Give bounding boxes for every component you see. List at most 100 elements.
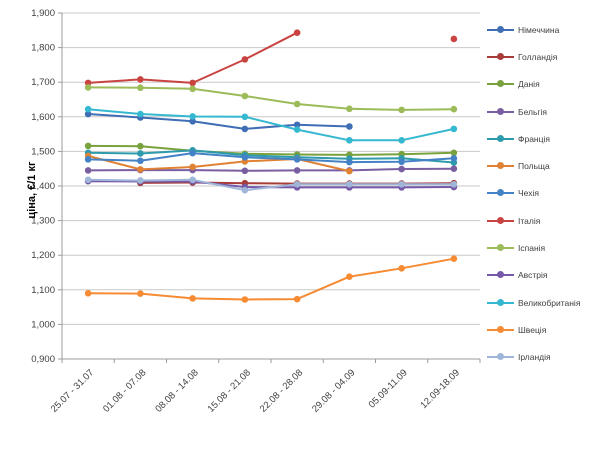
series-marker-belgium xyxy=(450,165,458,172)
series-marker-spain xyxy=(346,105,353,113)
series-marker-france xyxy=(137,150,144,157)
y-axis-label: 1,300 xyxy=(31,216,55,227)
legend-label-austria: Австрія xyxy=(518,270,548,281)
legend-item-austria: Австрія xyxy=(487,262,599,289)
series-marker-spain xyxy=(450,105,458,113)
series-marker-spain xyxy=(84,84,92,91)
series-marker-sweden xyxy=(241,296,249,303)
series-marker-ireland xyxy=(346,180,353,188)
legend-marker-denmark xyxy=(487,80,514,88)
y-axis-label: 1,000 xyxy=(31,319,55,330)
series-marker-uk xyxy=(241,113,249,121)
series-marker-denmark xyxy=(84,142,92,150)
series-marker-sweden xyxy=(398,265,405,272)
series-marker-italy xyxy=(293,29,301,37)
series-marker-belgium xyxy=(293,167,301,174)
series-marker-poland xyxy=(189,163,196,171)
legend-marker-france xyxy=(487,134,514,143)
series-line-italy xyxy=(88,33,454,83)
series-marker-italy xyxy=(450,35,458,43)
y-axis-label: 1,700 xyxy=(31,77,55,88)
series-marker-italy xyxy=(189,79,196,87)
series-marker-denmark xyxy=(450,149,458,157)
chart-legend: Німеччина Голландія Данія Бельгія Франція Пол… xyxy=(487,16,599,371)
series-marker-czechia xyxy=(346,158,353,166)
legend-label-ireland: Ірландія xyxy=(518,352,551,363)
legend-label-uk: Великобританія xyxy=(518,297,581,308)
series-marker-ireland xyxy=(293,180,301,188)
legend-label-czechia: Чехія xyxy=(518,188,539,199)
legend-label-denmark: Данія xyxy=(518,79,540,90)
series-line-czechia xyxy=(88,152,454,164)
series-line-belgium xyxy=(88,167,454,172)
x-axis-label: 29.08 - 04.09 xyxy=(310,367,357,414)
legend-item-germany: Німеччина xyxy=(487,16,599,43)
series-marker-italy xyxy=(241,56,249,63)
series-marker-germany xyxy=(84,110,92,118)
legend-label-italy: Італія xyxy=(518,215,541,226)
series-marker-ireland xyxy=(84,176,92,184)
series-marker-sweden xyxy=(189,295,196,302)
series-marker-sweden xyxy=(293,295,301,303)
x-axis-label: 22.08 - 28.08 xyxy=(258,367,305,414)
series-marker-spain xyxy=(241,92,249,100)
y-axis-title: ціна, €/1 кг xyxy=(26,161,38,219)
y-axis-label: 0,900 xyxy=(31,354,55,365)
series-marker-spain xyxy=(398,106,405,114)
legend-label-spain: Іспанія xyxy=(518,243,546,254)
series-marker-germany xyxy=(293,121,301,129)
y-axis-label: 1,200 xyxy=(31,250,55,261)
y-axis-label: 1,400 xyxy=(31,181,55,192)
series-marker-spain xyxy=(137,84,144,92)
legend-item-ireland: Ірландія xyxy=(487,344,599,371)
series-marker-uk xyxy=(84,105,92,113)
y-axis-label: 1,800 xyxy=(31,43,55,54)
legend-marker-belgium xyxy=(487,107,514,116)
series-marker-ireland xyxy=(450,180,458,188)
series-marker-uk xyxy=(137,110,144,118)
series-marker-ireland xyxy=(241,186,249,194)
series-marker-belgium xyxy=(398,165,405,173)
x-axis-label: 15.08 - 21.08 xyxy=(206,367,253,414)
series-line-poland xyxy=(87,154,350,173)
series-marker-germany xyxy=(189,117,196,125)
legend-item-sweden: Швеція xyxy=(487,316,599,343)
legend-item-czechia: Чехія xyxy=(487,180,599,207)
legend-label-belgium: Бельгія xyxy=(518,106,548,117)
legend-label-poland: Польща xyxy=(518,161,550,172)
series-marker-denmark xyxy=(137,142,144,150)
series-marker-uk xyxy=(189,113,196,120)
legend-item-denmark: Данія xyxy=(487,71,599,98)
legend-item-italy: Італія xyxy=(487,207,599,234)
series-marker-sweden xyxy=(84,289,92,297)
series-marker-uk xyxy=(450,125,458,133)
legend-item-poland: Польща xyxy=(487,152,599,179)
series-marker-sweden xyxy=(346,273,353,280)
series-marker-spain xyxy=(293,100,301,108)
y-axis-label: 1,100 xyxy=(31,285,55,296)
series-line-sweden xyxy=(88,257,455,301)
series-line-denmark xyxy=(88,144,454,156)
legend-marker-poland xyxy=(487,162,514,170)
series-marker-ireland xyxy=(398,180,405,188)
series-line-ireland xyxy=(88,178,454,192)
series-marker-poland xyxy=(346,167,353,175)
series-marker-germany xyxy=(346,123,353,130)
series-marker-uk xyxy=(346,137,353,144)
legend-label-france: Франція xyxy=(518,133,550,144)
legend-marker-italy xyxy=(487,216,514,225)
legend-marker-spain xyxy=(487,244,514,252)
y-axis-label: 1,500 xyxy=(31,146,55,157)
legend-item-belgium: Бельгія xyxy=(487,98,599,125)
series-marker-belgium xyxy=(84,167,92,174)
x-axis-label: 01.08 - 07.08 xyxy=(101,367,148,414)
series-marker-germany xyxy=(241,125,249,133)
legend-marker-ireland xyxy=(487,353,514,361)
series-marker-czechia xyxy=(84,156,92,163)
series-marker-sweden xyxy=(137,290,144,297)
series-marker-czechia xyxy=(398,158,405,166)
legend-marker-netherlands xyxy=(487,52,514,61)
series-marker-uk xyxy=(293,126,301,133)
legend-item-france: Франція xyxy=(487,125,599,152)
legend-item-uk: Великобританія xyxy=(487,289,599,316)
